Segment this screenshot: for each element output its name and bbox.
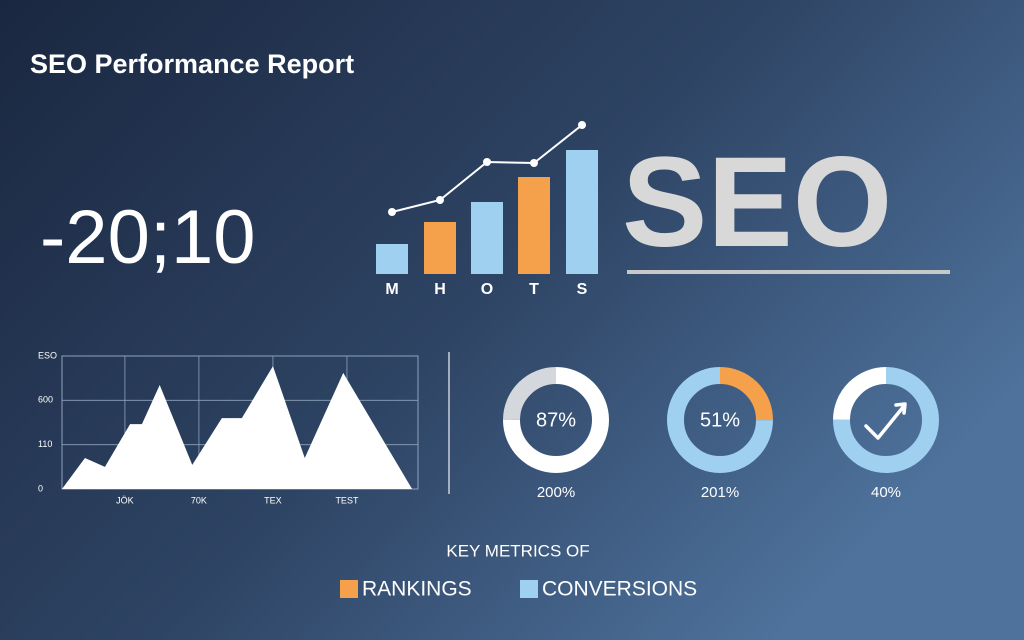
- donut-center-label: 87%: [536, 409, 576, 431]
- x-tick-label: TEX: [264, 495, 282, 505]
- bar: [471, 202, 503, 274]
- bar: [518, 177, 550, 274]
- x-tick-label: M: [385, 281, 398, 298]
- donut-center-label: 51%: [700, 409, 740, 431]
- legend-swatch: [520, 580, 538, 598]
- check-icon: [864, 402, 907, 440]
- logo-text: SEO: [622, 131, 892, 274]
- legend-label: CONVERSIONS: [542, 578, 697, 601]
- donut-segment: [667, 367, 773, 473]
- y-tick-label: 110: [38, 439, 52, 449]
- legend-label: RANKINGS: [362, 578, 472, 601]
- legend-heading: KEY METRICS OF: [446, 541, 589, 560]
- x-tick-label: T: [529, 281, 539, 298]
- donut-caption: 201%: [701, 484, 739, 501]
- donut-caption: 40%: [871, 484, 901, 501]
- x-tick-label: TEST: [335, 495, 359, 505]
- area: [62, 366, 413, 489]
- x-tick-label: 70K: [191, 495, 207, 505]
- trend-point: [578, 121, 586, 129]
- y-tick-label: 0: [38, 483, 43, 493]
- x-tick-label: H: [434, 281, 446, 298]
- y-tick-label: ESO: [38, 350, 57, 360]
- bar: [376, 244, 408, 274]
- title: SEO Performance Report: [30, 49, 354, 79]
- donut-segment: [833, 367, 939, 473]
- bar: [424, 222, 456, 274]
- trend-point: [388, 208, 396, 216]
- trend-point: [483, 158, 491, 166]
- bar: [566, 150, 598, 274]
- legend-swatch: [340, 580, 358, 598]
- donut-caption: 200%: [537, 484, 575, 501]
- donut-segment: [503, 367, 609, 473]
- x-tick-label: O: [481, 281, 493, 298]
- x-tick-label: JÖK: [116, 495, 134, 505]
- y-tick-label: 600: [38, 395, 53, 405]
- trend-point: [436, 196, 444, 204]
- trend-point: [530, 159, 538, 167]
- x-tick-label: S: [577, 281, 588, 298]
- big-number: -20;10: [40, 195, 256, 280]
